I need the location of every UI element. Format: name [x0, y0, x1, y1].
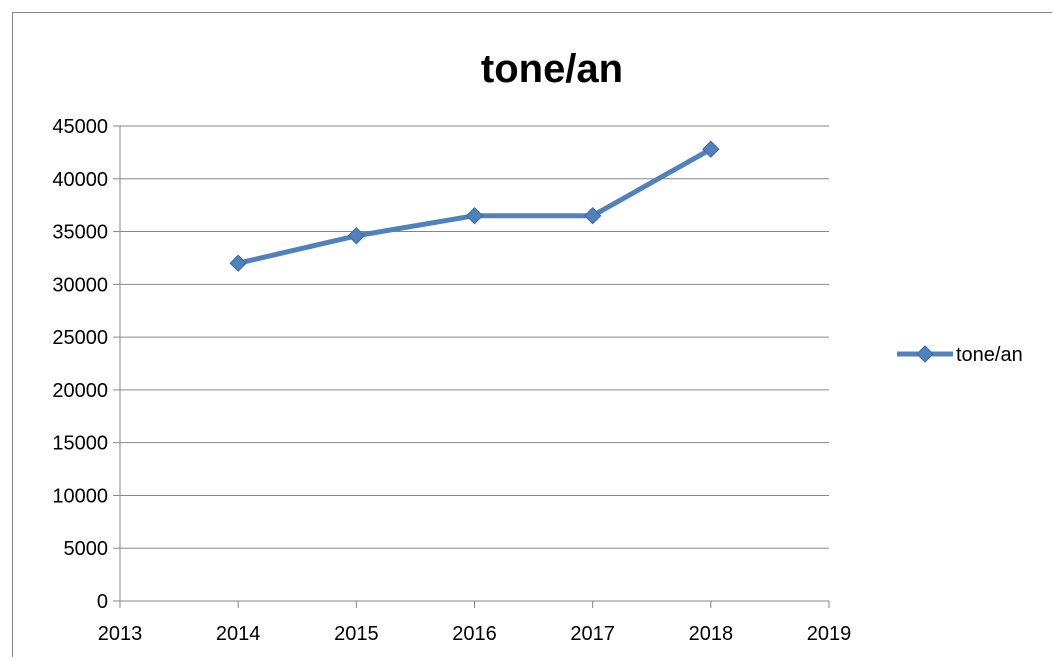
axes [113, 125, 830, 608]
y-tick-label: 45000 [52, 116, 108, 138]
data-point-2016 [465, 207, 484, 225]
x-tick-label: 2019 [807, 623, 852, 645]
plot-series [229, 140, 720, 272]
y-tick-label: 35000 [52, 222, 108, 244]
x-axis-tick-labels: 2013 2014 2015 2016 2017 2018 2019 [98, 623, 852, 645]
y-tick-label: 25000 [52, 327, 108, 349]
y-tick-label: 15000 [52, 433, 108, 455]
y-tick-label: 10000 [52, 485, 108, 507]
x-tick-label: 2014 [216, 623, 261, 645]
chart-title: tone/an [481, 47, 623, 91]
y-tick-label: 30000 [52, 274, 108, 296]
data-point-2015 [347, 227, 366, 245]
data-point-2018 [702, 140, 720, 158]
x-tick-label: 2017 [570, 623, 615, 645]
series-line [235, 146, 714, 266]
chart-area [12, 12, 1052, 657]
y-tick-label: 0 [97, 591, 108, 613]
x-tick-label: 2016 [452, 623, 497, 645]
legend-marker [916, 345, 934, 363]
data-point-2017 [583, 207, 602, 225]
data-point-2014 [229, 254, 247, 272]
x-tick-label: 2013 [98, 623, 143, 645]
y-tick-label: 20000 [52, 380, 108, 402]
x-tick-label: 2015 [334, 623, 379, 645]
y-axis-tick-labels: 0 5000 10000 15000 20000 25000 30000 35000 40000… [52, 116, 108, 613]
x-tick-label: 2018 [689, 623, 734, 645]
y-tick-label: 40000 [52, 169, 108, 191]
legend: tone/an [897, 344, 1023, 366]
y-tick-label: 5000 [64, 538, 109, 560]
gridlines [120, 125, 829, 549]
legend-label: tone/an [956, 344, 1023, 366]
